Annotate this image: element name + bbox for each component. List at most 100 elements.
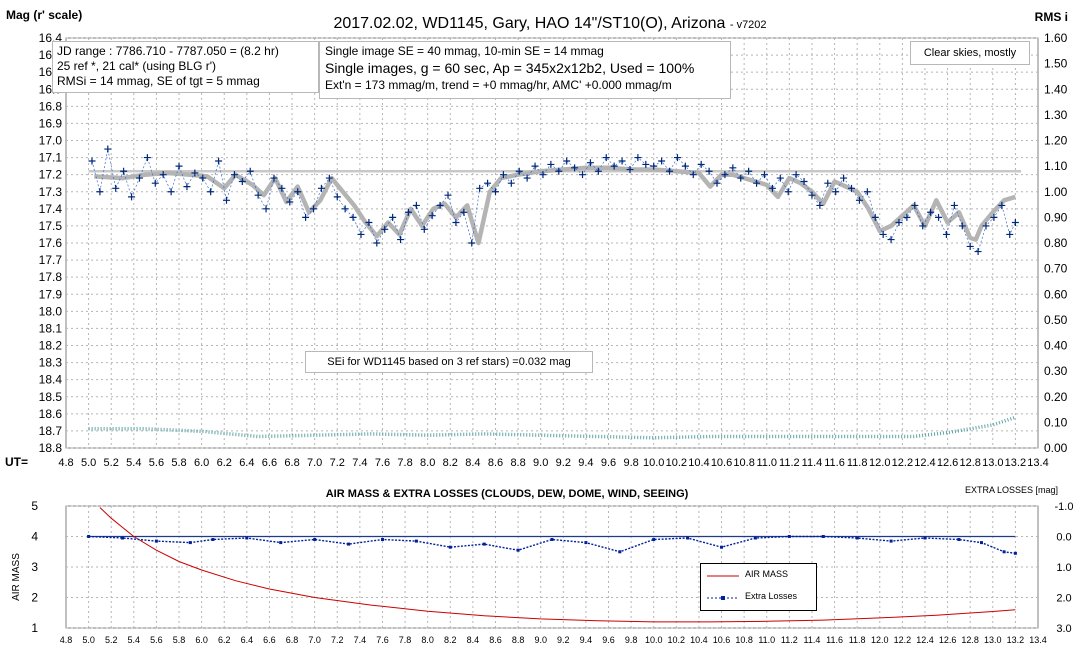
top-ytick-left: 18.7 <box>39 424 63 438</box>
single-image-point <box>673 154 681 162</box>
single-image-point <box>135 174 143 182</box>
single-image-point <box>903 213 911 221</box>
single-image-point <box>270 174 278 182</box>
top-xtick: 9.6 <box>601 457 616 469</box>
top-ytick-right: 1.30 <box>1044 108 1068 122</box>
single-image-point <box>491 188 499 196</box>
single-image-point <box>333 193 341 201</box>
extra-losses-point <box>1013 551 1017 555</box>
single-image-point <box>840 174 848 182</box>
bottom-ylabel-right: EXTRA LOSSES [mag] <box>965 485 1058 495</box>
single-image-point <box>887 236 895 244</box>
top-ytick-right: 0.60 <box>1044 287 1068 301</box>
single-image-point <box>476 184 484 192</box>
bottom-ytick-right: -1.0 <box>1055 501 1074 513</box>
extra-losses-point <box>414 539 418 543</box>
top-xtick: 6.8 <box>284 457 299 469</box>
top-ytick-right: 0.30 <box>1044 364 1068 378</box>
single-image-point <box>650 162 658 170</box>
extra-losses-point <box>121 536 124 540</box>
single-image-point <box>183 183 191 191</box>
single-image-point <box>721 171 729 179</box>
top-xtick: 10.8 <box>733 457 754 469</box>
single-image-point <box>895 219 903 226</box>
bottom-xtick: 10.2 <box>668 635 686 645</box>
top-xtick: 8.8 <box>510 457 525 469</box>
top-xtick: 10.4 <box>688 457 709 469</box>
bottom-xtick: 7.0 <box>308 635 321 645</box>
single-image-point <box>444 191 452 199</box>
single-image-point <box>325 174 333 182</box>
single-image-point <box>571 164 579 172</box>
top-ytick-left: 18.8 <box>39 441 63 455</box>
single-image-point <box>586 159 594 167</box>
single-image-point <box>207 188 215 196</box>
extra-losses-point <box>584 541 588 545</box>
top-xtick: 12.6 <box>937 457 958 469</box>
top-ytick-left: 17.9 <box>39 287 63 301</box>
top-ytick-left: 18.1 <box>39 321 63 335</box>
top-xlabel: UT= <box>5 455 28 469</box>
single-image-point <box>286 198 294 206</box>
bottom-ytick-right: 2.0 <box>1056 593 1071 605</box>
extra-losses-point <box>550 538 554 541</box>
single-image-point <box>760 171 768 179</box>
top-xtick: 13.0 <box>982 457 1003 469</box>
sei-note-box: SEi for WD1145 based on 3 ref stars) =0.… <box>305 351 593 373</box>
single-image-point <box>381 225 389 233</box>
extra-losses-point <box>821 535 825 538</box>
top-ytick-right: 0.90 <box>1044 210 1068 224</box>
extra-losses-point <box>87 535 91 538</box>
extra-losses-point <box>618 550 622 554</box>
bottom-xtick: 6.8 <box>286 635 299 645</box>
single-image-point <box>745 167 753 175</box>
top-xtick: 7.4 <box>352 457 367 469</box>
top-xtick: 4.8 <box>58 457 73 469</box>
top-xtick: 11.0 <box>756 457 777 469</box>
single-image-point <box>713 179 721 187</box>
single-image-point <box>848 184 856 192</box>
bottom-xtick: 11.8 <box>849 635 866 645</box>
extra-losses-point <box>154 539 158 543</box>
single-image-point <box>602 154 610 162</box>
top-xtick: 7.0 <box>307 457 322 469</box>
top-ytick-left: 17.8 <box>39 270 63 284</box>
extra-losses-point <box>652 538 656 541</box>
single-image-point <box>167 188 175 196</box>
top-xtick: 8.4 <box>465 457 480 469</box>
top-ytick-left: 17.2 <box>39 168 63 182</box>
bottom-ytick-right: 1.0 <box>1056 562 1071 574</box>
extra-losses-point <box>753 536 757 540</box>
bottom-chart-series <box>87 507 1017 623</box>
single-image-point <box>349 213 357 221</box>
bottom-xtick: 4.8 <box>60 635 73 645</box>
bottom-xtick: 13.2 <box>1007 635 1025 645</box>
bottom-chart-grid <box>65 505 1039 629</box>
single-image-point <box>547 160 555 168</box>
single-image-point <box>579 171 587 179</box>
single-image-point <box>191 169 199 177</box>
single-image-point <box>966 242 974 250</box>
extra-losses-point <box>279 541 283 545</box>
single-image-point <box>555 167 563 175</box>
extra-losses-point <box>720 545 723 549</box>
extra-losses-point <box>482 542 486 546</box>
extinction-text: Ext'n = 173 mmag/m, trend = +0 mmag/hr, … <box>325 78 672 92</box>
top-xtick: 9.8 <box>623 457 638 469</box>
top-ytick-right: 0.80 <box>1044 236 1068 250</box>
single-images-text: Single images, g = 60 sec, Ap = 345x2x12… <box>325 60 695 76</box>
single-image-point <box>365 219 373 226</box>
top-xtick: 10.2 <box>666 457 687 469</box>
single-image-point <box>523 174 531 182</box>
top-ytick-left: 18.5 <box>39 390 63 404</box>
single-image-point <box>120 167 128 175</box>
top-ytick-left: 18.6 <box>39 407 63 421</box>
single-image-point <box>222 196 230 204</box>
bottom-xtick: 11.2 <box>781 635 798 645</box>
single-image-point <box>626 166 634 174</box>
bottom-xtick: 12.2 <box>894 635 912 645</box>
bottom-xtick: 5.0 <box>82 635 95 645</box>
single-images-trace <box>91 148 1016 253</box>
extra-losses-point <box>889 539 893 543</box>
top-ytick-right: 1.10 <box>1044 159 1068 173</box>
